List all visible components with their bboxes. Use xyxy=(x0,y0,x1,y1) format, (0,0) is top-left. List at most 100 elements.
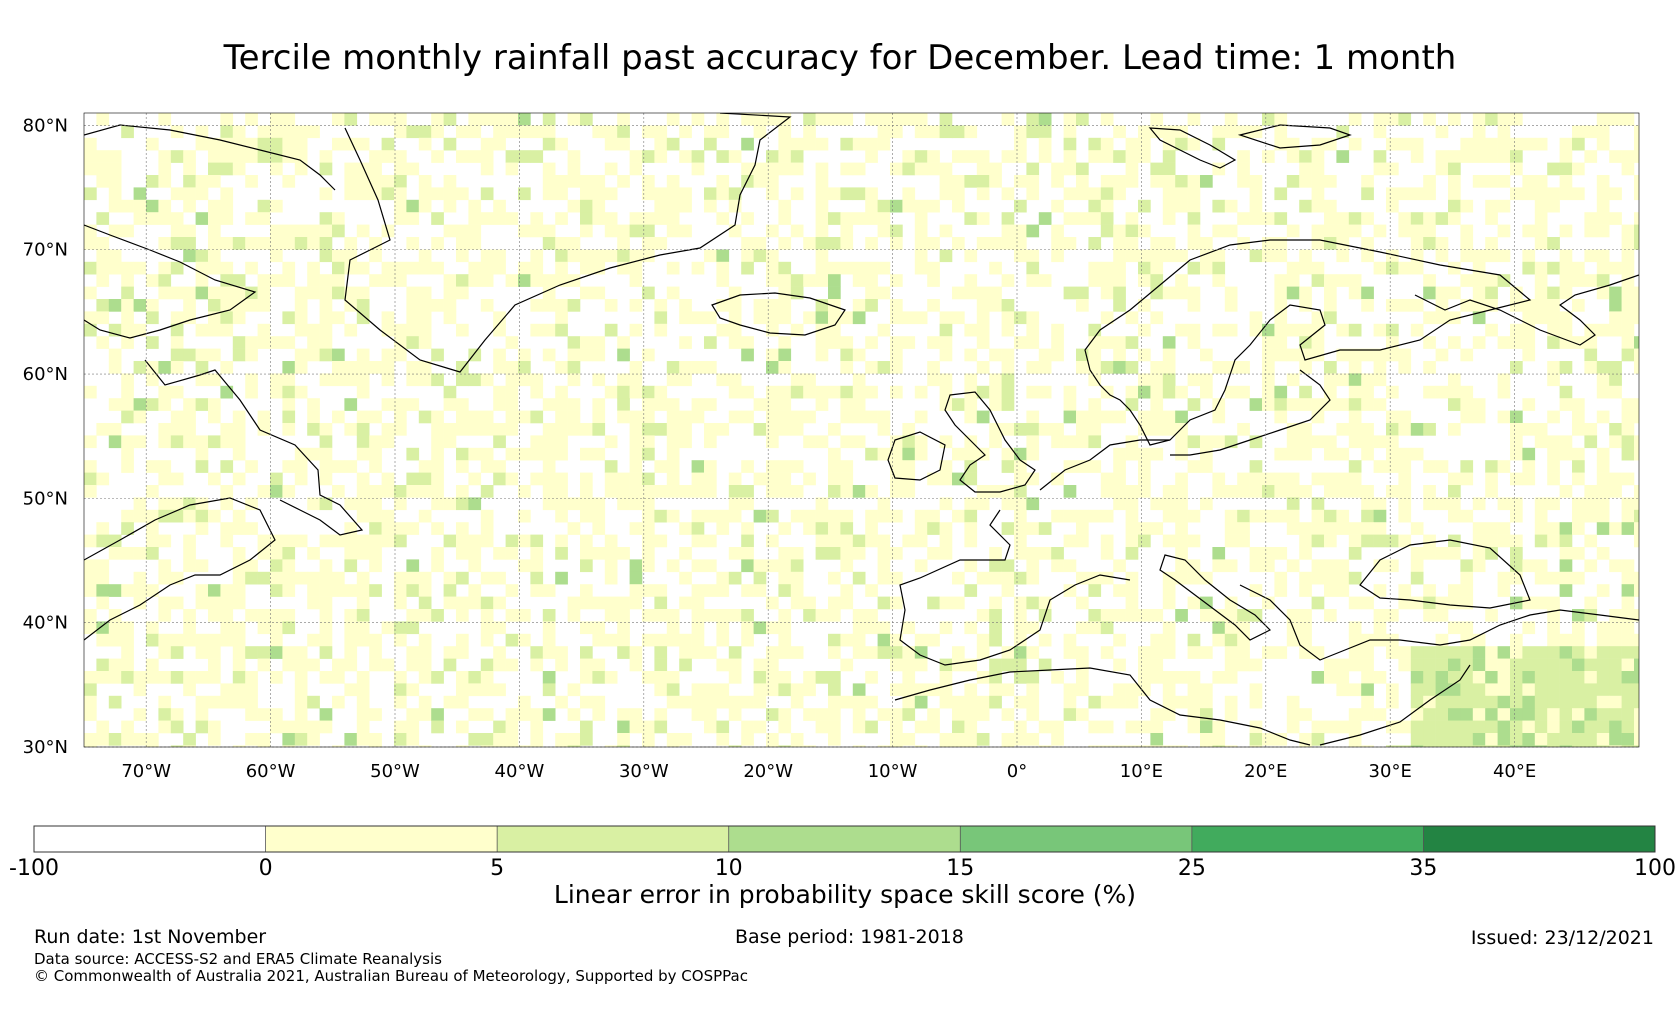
skill-cell xyxy=(728,571,742,585)
skill-cell xyxy=(1336,274,1350,287)
skill-cell xyxy=(828,274,841,287)
skill-cell xyxy=(1113,274,1126,287)
skill-cell xyxy=(1398,485,1412,498)
skill-cell xyxy=(542,621,556,635)
skill-cell xyxy=(580,547,593,560)
skill-cell xyxy=(1497,745,1511,747)
skill-cell xyxy=(1125,249,1139,263)
skill-cell xyxy=(828,485,841,498)
skill-cell xyxy=(716,175,730,188)
skill-cell xyxy=(1522,447,1536,461)
skill-cell xyxy=(914,559,928,573)
skill-cell xyxy=(555,261,568,275)
skill-cell xyxy=(1361,447,1374,461)
skill-cell xyxy=(716,584,730,597)
skill-cell xyxy=(84,671,97,684)
skill-cell xyxy=(406,733,420,746)
skill-cell xyxy=(1596,522,1610,535)
skill-cell xyxy=(1311,274,1325,287)
skill-cell xyxy=(84,609,97,622)
skill-cell xyxy=(778,460,792,473)
skill-cell xyxy=(654,683,668,697)
skill-cell xyxy=(208,162,221,176)
skill-cell xyxy=(344,286,358,300)
skill-cell xyxy=(840,509,854,523)
skill-cell xyxy=(1324,212,1337,225)
skill-cell xyxy=(1224,224,1238,238)
skill-cell xyxy=(96,150,110,163)
skill-cell xyxy=(1274,509,1288,523)
skill-cell xyxy=(877,745,891,747)
skill-cell xyxy=(704,708,717,721)
skill-cell xyxy=(1224,299,1238,312)
skill-cell xyxy=(1534,261,1548,275)
skill-cell xyxy=(356,671,370,684)
skill-cell xyxy=(158,571,172,585)
skill-cell xyxy=(1224,199,1238,213)
skill-cell xyxy=(257,237,271,250)
skill-cell xyxy=(195,584,209,597)
skill-cell xyxy=(691,361,705,374)
skill-cell xyxy=(1572,187,1585,201)
skill-cell xyxy=(1224,559,1238,573)
skill-cell xyxy=(567,348,581,362)
skill-cell xyxy=(766,398,779,411)
skill-cell xyxy=(406,199,420,213)
skill-cell xyxy=(890,472,903,486)
coastline-labrador xyxy=(144,359,364,536)
skill-cell xyxy=(1051,336,1064,349)
skill-cell xyxy=(1522,683,1536,697)
skill-cell xyxy=(1038,274,1052,287)
skill-cell xyxy=(1138,137,1151,151)
skill-cell xyxy=(989,621,1002,635)
skill-cell xyxy=(1485,609,1498,622)
skill-cell xyxy=(245,348,258,362)
skill-cell xyxy=(1200,175,1213,188)
skill-cell xyxy=(1559,571,1573,585)
skill-cell xyxy=(108,150,122,163)
skill-cell xyxy=(1559,633,1573,647)
skill-cell xyxy=(939,311,953,325)
skill-cell xyxy=(542,423,556,436)
skill-cell xyxy=(518,113,531,126)
skill-cell xyxy=(1485,646,1498,659)
skill-cell xyxy=(716,323,730,337)
skill-cell xyxy=(1348,621,1362,635)
skill-cell xyxy=(1361,237,1374,250)
skill-cell xyxy=(418,373,432,387)
skill-cell xyxy=(121,720,134,734)
skill-cell xyxy=(418,658,432,672)
skill-cell xyxy=(1336,224,1350,238)
skill-cell xyxy=(964,348,978,362)
skill-cell xyxy=(1138,150,1151,163)
skill-cell xyxy=(1522,708,1536,721)
skill-cell xyxy=(1224,534,1238,548)
skill-cell xyxy=(1435,633,1449,647)
skill-cell xyxy=(1485,547,1498,560)
longitude-label: 30°E xyxy=(1369,761,1412,782)
skill-cell xyxy=(356,299,370,312)
skill-cell xyxy=(865,609,878,622)
skill-cell xyxy=(1224,113,1238,126)
skill-cell xyxy=(679,224,692,238)
skill-cell xyxy=(815,534,829,548)
skill-cell xyxy=(803,708,816,721)
skill-cell xyxy=(1572,472,1585,486)
skill-cell xyxy=(629,584,643,597)
skill-cell xyxy=(431,497,444,511)
skill-cell xyxy=(542,497,556,511)
skill-cell xyxy=(1634,299,1639,312)
skill-cell xyxy=(1212,224,1226,238)
skill-cell xyxy=(1386,410,1399,424)
skill-cell xyxy=(1485,137,1498,151)
skill-cell xyxy=(319,447,333,461)
skill-cell xyxy=(877,410,891,424)
skill-cell xyxy=(1572,671,1585,684)
skill-cell xyxy=(1249,559,1263,573)
skill-cell xyxy=(1150,522,1164,535)
skill-cell xyxy=(1534,509,1548,523)
skill-cell xyxy=(542,447,556,461)
skill-cell xyxy=(1026,621,1040,635)
skill-cell xyxy=(319,435,333,449)
skill-cell xyxy=(1510,435,1523,449)
